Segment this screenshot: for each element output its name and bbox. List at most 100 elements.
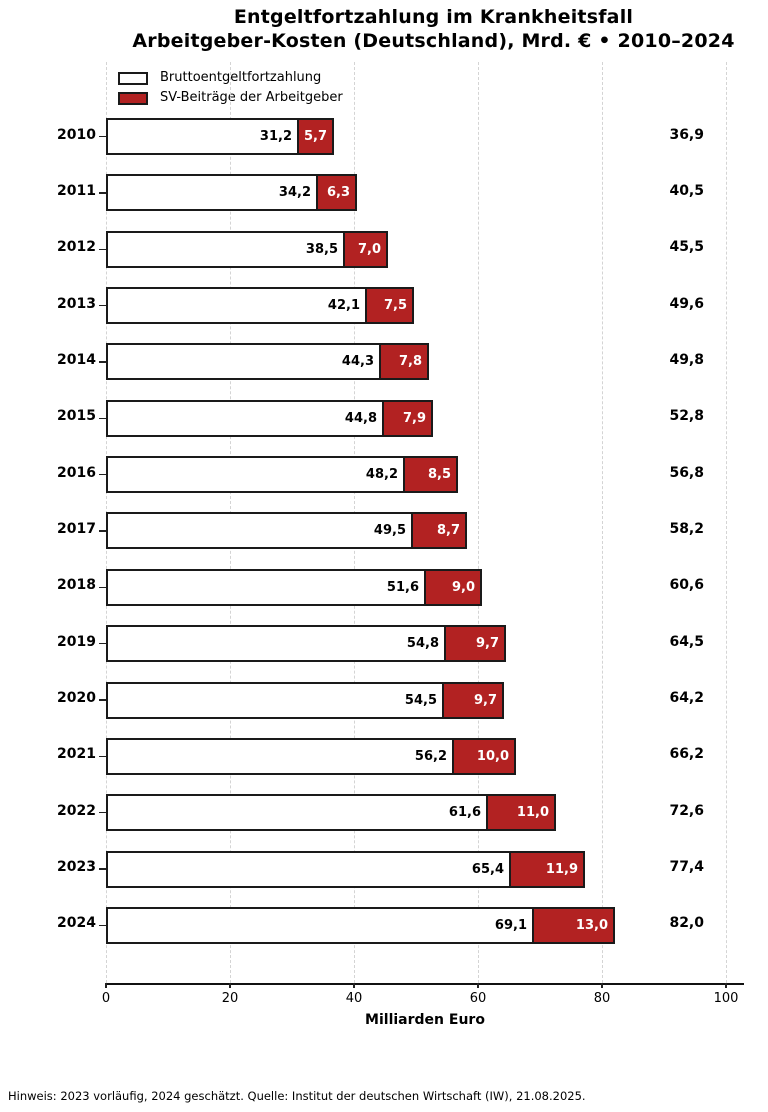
legend: Bruttoentgeltfortzahlung SV-Beiträge der… <box>118 71 343 111</box>
bar-segment-sv <box>379 343 429 381</box>
y-axis-tick <box>99 530 106 532</box>
bar-value-brutto: 65,4 <box>471 861 504 877</box>
bar-value-sv: 9,7 <box>475 636 499 652</box>
legend-item-sv: SV-Beiträge der Arbeitgeber <box>118 91 343 105</box>
bar-segment-sv <box>444 625 506 663</box>
bar-segment-sv <box>509 850 585 888</box>
year-label: 2015 <box>57 408 96 425</box>
total-label: 49,8 <box>669 351 704 368</box>
bar-segment-brutto <box>106 737 454 775</box>
bar-segment-brutto <box>106 794 488 832</box>
bar-segment-brutto <box>106 850 511 888</box>
bar-value-sv: 11,0 <box>516 805 549 821</box>
x-axis-tick <box>229 983 231 988</box>
y-axis-tick <box>99 868 106 870</box>
x-axis-tick <box>601 983 603 988</box>
y-axis-tick <box>99 812 106 814</box>
source-note: Hinweis: 2023 vorläufig, 2024 geschätzt.… <box>8 1089 586 1103</box>
bar-value-brutto: 42,1 <box>327 298 360 314</box>
bar-value-brutto: 49,5 <box>373 523 406 539</box>
bar-segment-sv <box>442 681 504 719</box>
total-label: 77,4 <box>669 859 704 876</box>
year-label: 2024 <box>57 915 96 932</box>
bar-segment-sv <box>297 118 334 155</box>
year-label: 2017 <box>57 520 96 537</box>
year-label: 2023 <box>57 859 96 876</box>
x-tick-label: 20 <box>221 991 239 1006</box>
year-label: 2010 <box>57 126 96 143</box>
bar-value-brutto: 69,1 <box>494 917 527 933</box>
x-tick-label: 60 <box>469 991 487 1006</box>
bar-value-brutto: 61,6 <box>448 805 481 821</box>
bar-segment-brutto <box>106 287 367 325</box>
bar-value-sv: 8,7 <box>436 523 460 539</box>
bar-value-brutto: 44,3 <box>341 354 374 370</box>
legend-label-sv: SV-Beiträge der Arbeitgeber <box>160 90 343 105</box>
bar-value-sv: 7,0 <box>357 241 381 257</box>
y-axis-tick <box>99 361 106 363</box>
bar-value-brutto: 54,5 <box>404 692 437 708</box>
y-axis-tick <box>99 924 106 927</box>
y-axis-tick <box>99 192 106 194</box>
bar-value-brutto: 38,5 <box>305 241 338 257</box>
bar-segment-sv <box>343 230 388 268</box>
y-axis-tick <box>99 248 106 250</box>
y-axis-tick <box>99 304 106 307</box>
bar-value-brutto: 56,2 <box>414 748 447 764</box>
bar-value-brutto: 54,8 <box>406 636 439 652</box>
bar-segment-sv <box>316 174 357 212</box>
total-label: 56,8 <box>669 464 704 481</box>
bar-segment-brutto <box>106 568 426 606</box>
x-axis-title: Milliarden Euro <box>365 1012 485 1028</box>
total-label: 82,0 <box>669 915 704 932</box>
bar-segment-brutto <box>106 230 345 268</box>
year-label: 2014 <box>57 351 96 368</box>
chart-title: Entgeltfortzahlung im Krankheitsfall Arb… <box>99 5 768 53</box>
y-axis-tick <box>99 586 106 588</box>
x-axis-tick <box>725 983 727 988</box>
bar-segment-sv <box>452 737 516 775</box>
bar-value-sv: 13,0 <box>575 917 608 933</box>
total-label: 52,8 <box>669 408 704 425</box>
bar-value-sv: 6,3 <box>326 185 350 201</box>
x-axis-spine <box>106 983 744 985</box>
bar-value-brutto: 44,8 <box>344 410 377 426</box>
year-label: 2012 <box>57 239 96 256</box>
bar-value-sv: 7,9 <box>402 410 426 426</box>
bar-value-brutto: 34,2 <box>278 185 311 201</box>
bar-value-sv: 7,5 <box>383 298 407 314</box>
bar-value-brutto: 48,2 <box>365 467 398 483</box>
x-tick-label: 40 <box>345 991 363 1006</box>
total-label: 66,2 <box>669 746 704 763</box>
y-axis-tick <box>99 755 106 758</box>
bar-segment-brutto <box>106 625 446 663</box>
bar-value-brutto: 51,6 <box>386 579 419 595</box>
bar-value-sv: 9,0 <box>451 579 475 595</box>
chart-title-line1: Entgeltfortzahlung im Krankheitsfall <box>233 6 634 28</box>
total-label: 72,6 <box>669 802 704 819</box>
bar-segment-brutto <box>106 118 299 155</box>
chart-title-line2: Arbeitgeber-Kosten (Deutschland), Mrd. €… <box>132 30 735 52</box>
bar-segment-sv <box>532 906 615 944</box>
bar-value-sv: 5,7 <box>303 129 327 144</box>
total-label: 64,2 <box>669 690 704 706</box>
total-label: 64,5 <box>669 633 704 650</box>
year-label: 2011 <box>57 182 96 199</box>
gridline <box>477 62 479 983</box>
bar-segment-sv <box>365 287 414 325</box>
y-axis-tick <box>99 699 106 701</box>
x-tick-label: 0 <box>101 991 111 1006</box>
bar-segment-sv <box>382 399 433 437</box>
bar-value-brutto: 31,2 <box>259 129 292 144</box>
legend-label-brutto: Bruttoentgeltfortzahlung <box>160 70 322 85</box>
x-axis-tick <box>477 983 479 988</box>
y-axis-tick <box>99 473 106 476</box>
year-label: 2020 <box>57 690 96 706</box>
bar-segment-sv <box>411 512 467 550</box>
year-label: 2018 <box>57 577 96 594</box>
bar-segment-sv <box>486 794 556 832</box>
year-label: 2021 <box>57 746 96 763</box>
total-label: 60,6 <box>669 577 704 594</box>
total-label: 36,9 <box>669 126 704 143</box>
